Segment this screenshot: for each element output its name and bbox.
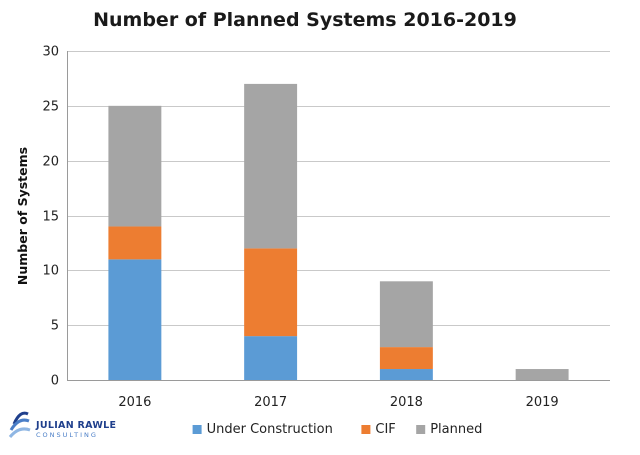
x-tick-label: 2019 bbox=[526, 395, 559, 410]
y-tick-label: 10 bbox=[42, 264, 59, 279]
bars bbox=[108, 83, 569, 380]
x-tick-label: 2017 bbox=[254, 395, 287, 410]
legend-label: Planned bbox=[430, 422, 482, 437]
y-tick-label: 20 bbox=[42, 155, 59, 170]
legend: Under Construction CIF Planned bbox=[192, 422, 482, 437]
bar-segment bbox=[108, 105, 162, 227]
legend-swatch bbox=[192, 425, 202, 434]
y-tick-label: 25 bbox=[42, 100, 59, 115]
logo-name: JULIAN RAWLE bbox=[35, 420, 116, 431]
bar-segment bbox=[244, 248, 298, 337]
bar-segment bbox=[244, 83, 298, 249]
axes: 0 5 10 15 20 25 30 2016 2017 2018 2019 bbox=[42, 45, 610, 410]
x-tick-label: 2016 bbox=[118, 395, 151, 410]
logo: JULIAN RAWLE CONSULTING bbox=[8, 411, 116, 439]
logo-mark-icon bbox=[8, 411, 31, 438]
chart-title: Number of Planned Systems 2016-2019 bbox=[93, 9, 517, 31]
y-tick-label: 30 bbox=[42, 45, 59, 60]
bar-segment bbox=[379, 369, 433, 380]
bar-segment bbox=[244, 336, 298, 380]
bar-segment bbox=[108, 259, 162, 380]
x-tick-label: 2018 bbox=[390, 395, 423, 410]
legend-label: Under Construction bbox=[207, 422, 333, 437]
logo-subtitle: CONSULTING bbox=[36, 431, 98, 439]
bar-segment bbox=[379, 281, 433, 348]
y-tick-label: 15 bbox=[42, 210, 59, 225]
bar-segment bbox=[379, 347, 433, 370]
y-axis-label: Number of Systems bbox=[15, 147, 30, 285]
y-tick-label: 0 bbox=[51, 374, 59, 389]
legend-swatch bbox=[416, 425, 426, 434]
legend-label: CIF bbox=[375, 422, 395, 437]
y-tick-label: 5 bbox=[51, 319, 59, 334]
legend-swatch bbox=[361, 425, 371, 434]
bar-segment bbox=[515, 369, 569, 380]
bar-segment bbox=[108, 226, 162, 260]
